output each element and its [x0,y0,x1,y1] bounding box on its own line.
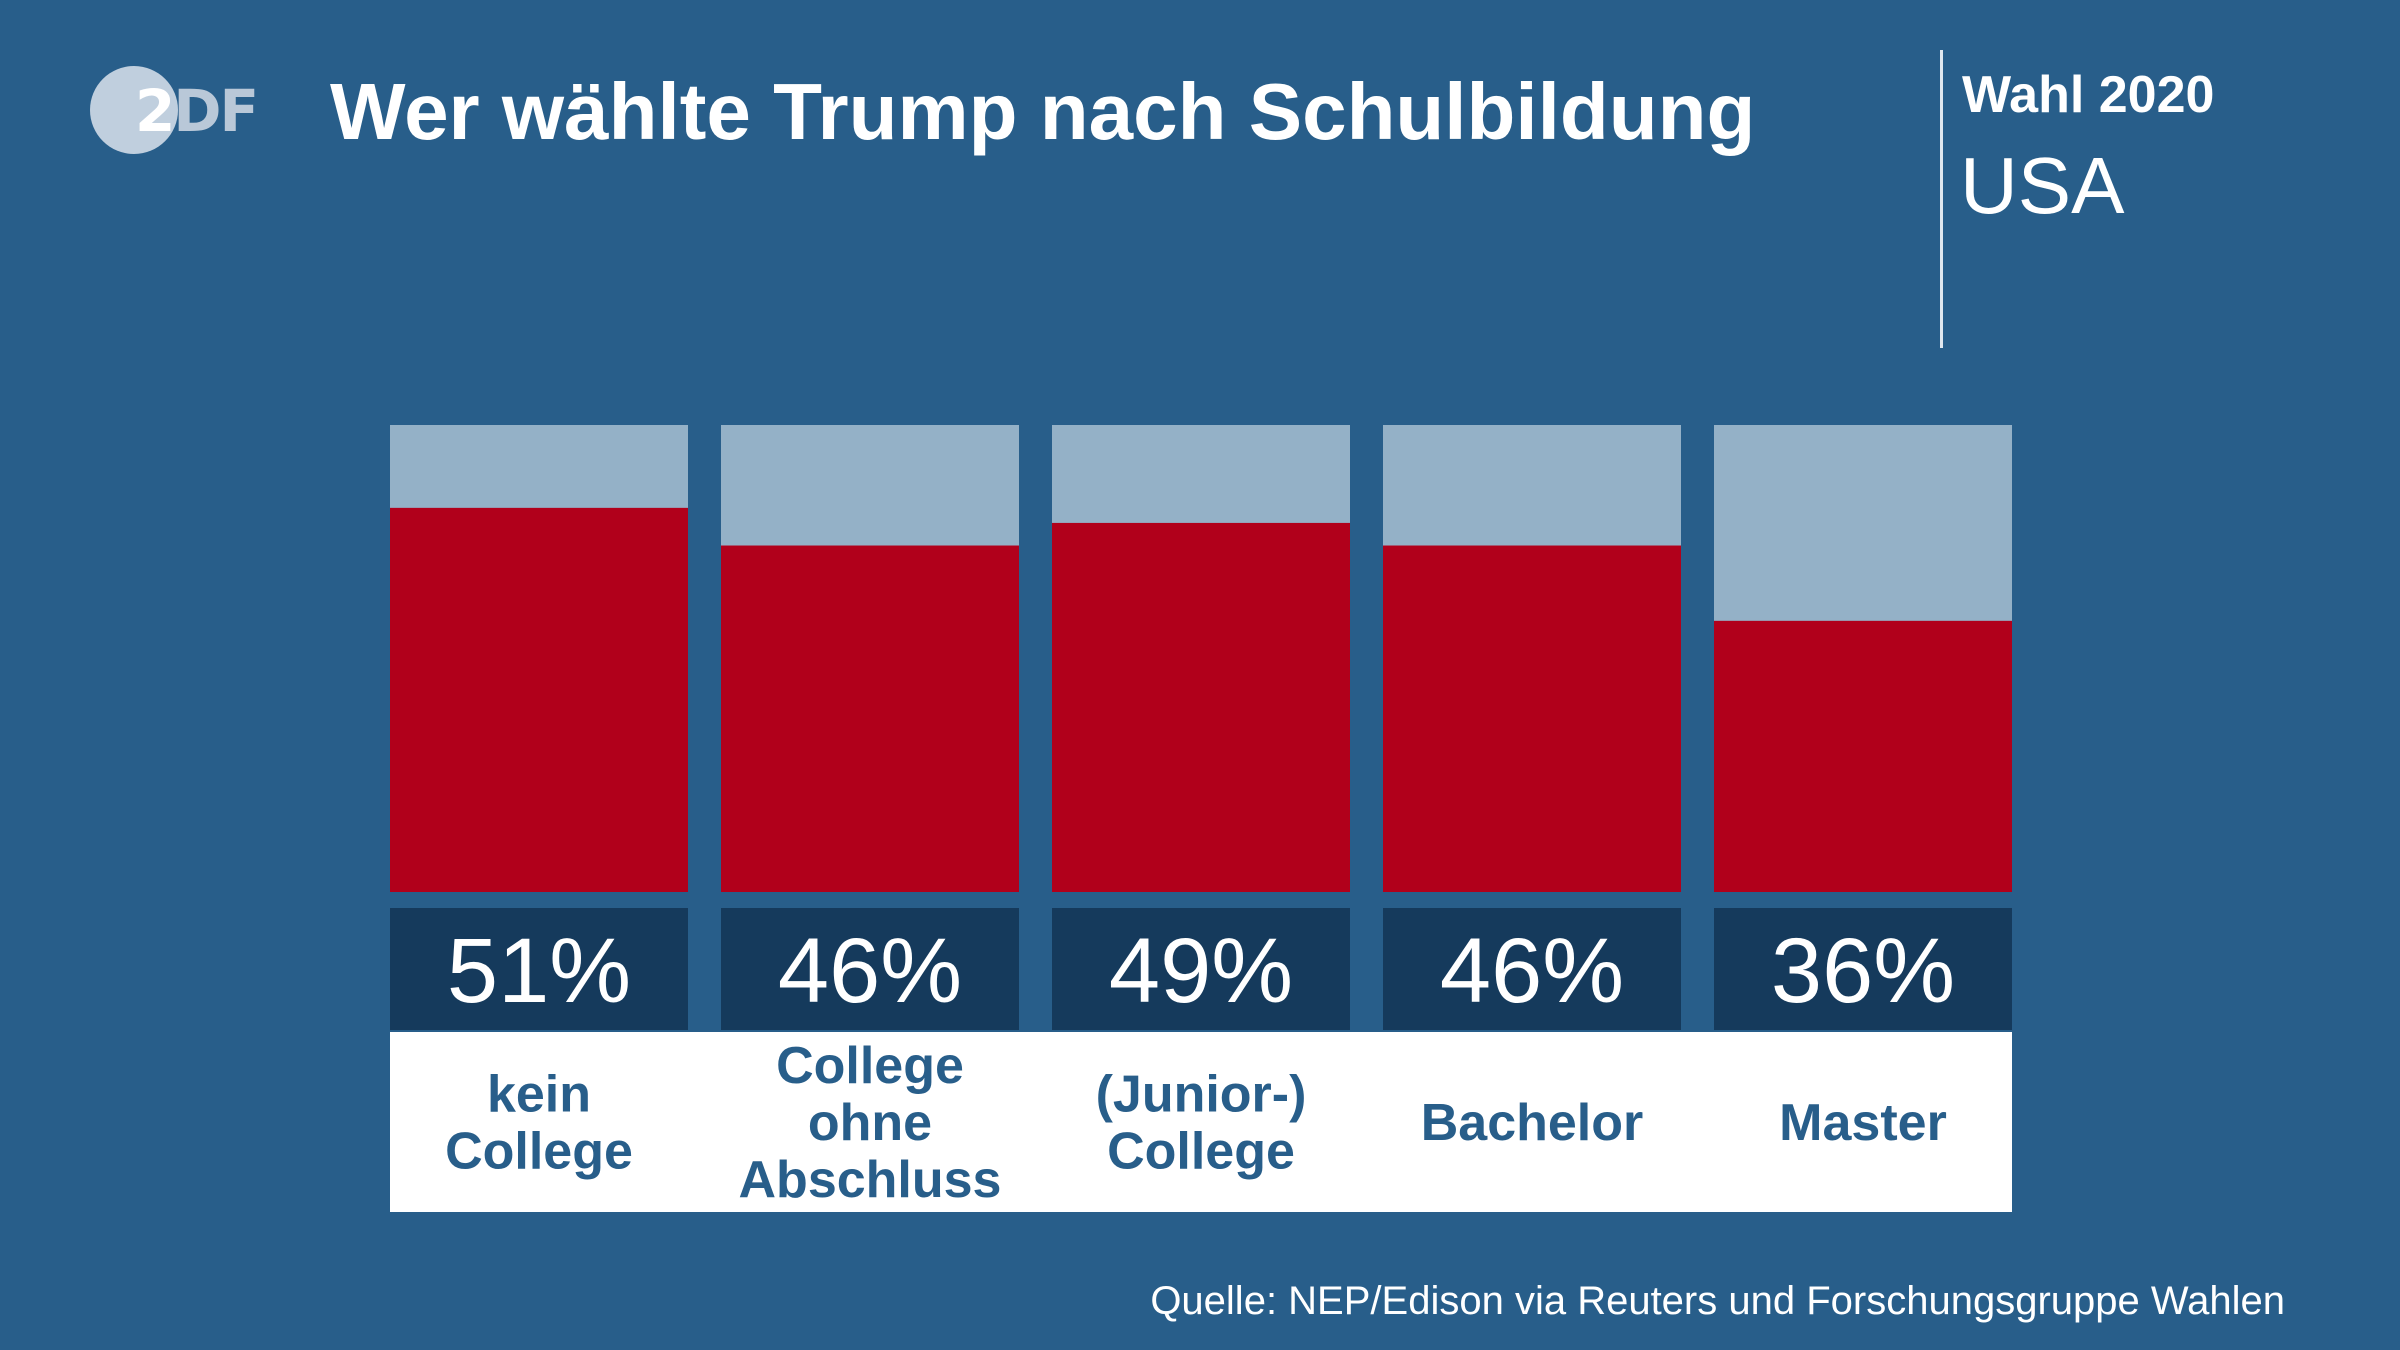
label-band [390,1032,2012,1212]
category-label: Master [1779,1094,1947,1152]
bar-trump [390,507,688,892]
value-label: 46% [778,920,962,1022]
logo-lead: 2 [135,77,175,145]
value-label: 46% [1440,920,1624,1022]
category-label: College [445,1123,633,1181]
value-box [390,908,688,1030]
logo-text: 2DF [135,76,259,146]
category-label: Abschluss [739,1151,1002,1209]
value-label: 49% [1109,920,1293,1022]
value-label: 36% [1771,920,1955,1022]
value-box [1714,908,2012,1030]
value-box [721,908,1019,1030]
value-label: 51% [447,920,631,1022]
category-label: (Junior-) [1096,1066,1307,1124]
chart-title: Wer wählte Trump nach Schulbildung [330,67,1756,156]
zdf-logo: 2DF [90,66,259,156]
source-note: Quelle: NEP/Edison via Reuters und Forsc… [1150,1279,2285,1323]
value-box [1052,908,1350,1030]
bar-trump [1383,545,1681,892]
category-label: Bachelor [1421,1094,1644,1152]
category-label: ohne [808,1094,932,1152]
category-label: kein [487,1066,591,1124]
logo-rest: DF [173,77,259,145]
logo-disc-icon [90,66,178,154]
value-box [1383,908,1681,1030]
country-label: USA [1960,141,2125,230]
header-divider [1940,50,1943,348]
bar-trump [1052,522,1350,892]
bar-trump [721,545,1019,892]
category-label: College [776,1037,964,1095]
category-label: College [1107,1123,1295,1181]
bar-trump [1714,620,2012,892]
election-label: Wahl 2020 [1962,66,2215,124]
